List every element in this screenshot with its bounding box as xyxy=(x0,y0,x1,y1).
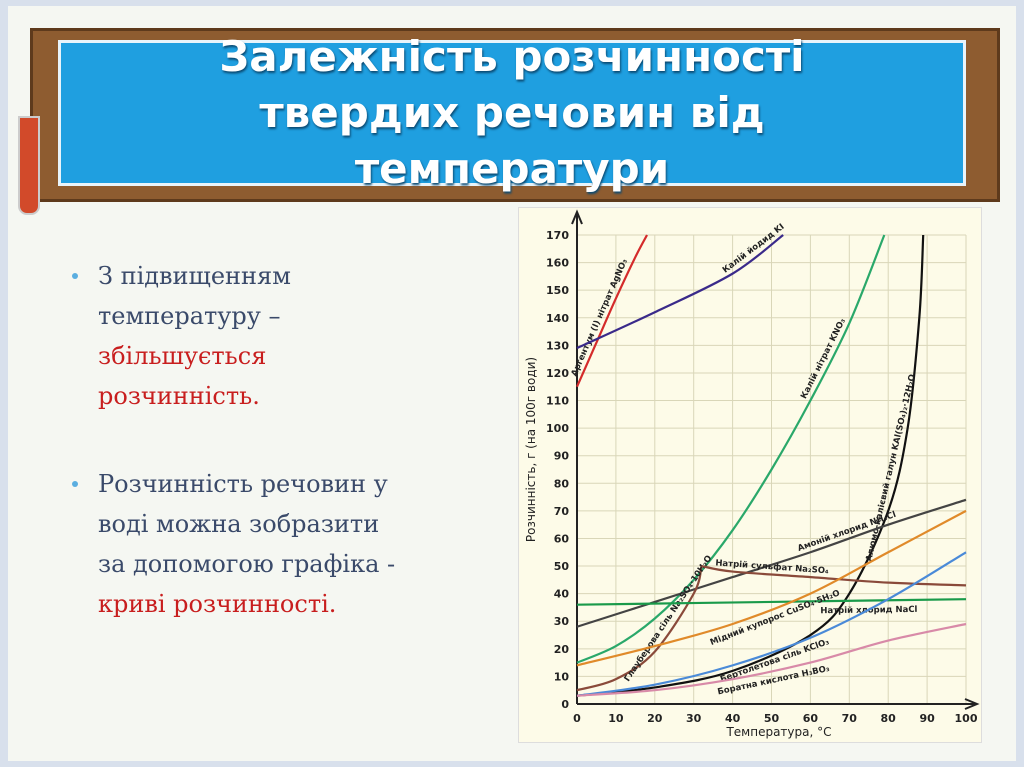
bullet: З підвищенням температуру – збільшується ро… xyxy=(68,256,488,416)
chart: 0102030405060708090100110120130140150160… xyxy=(524,209,980,739)
y-tick-label: 0 xyxy=(561,698,569,711)
title-box: Залежність розчинності твердих речовин в… xyxy=(58,32,966,193)
y-axis-label: Розчинність, г (на 100г води) xyxy=(524,357,538,542)
y-tick-label: 90 xyxy=(554,450,570,463)
curve-label: Калій нітрат KNO₃ xyxy=(798,316,848,401)
x-tick-label: 80 xyxy=(881,712,897,725)
solubility-curve xyxy=(576,234,925,697)
curve-label: Калій йодид KI xyxy=(720,221,786,275)
x-tick-label: 30 xyxy=(686,712,702,725)
y-tick-label: 130 xyxy=(546,339,569,352)
curve-label: Алюмо-калієвий галун KAl(SO₄)₂·12H₂O xyxy=(863,373,918,562)
x-tick-label: 90 xyxy=(919,712,935,725)
x-tick-label: 100 xyxy=(955,712,978,725)
y-tick-label: 120 xyxy=(546,367,569,380)
solubility-curve xyxy=(576,565,703,692)
bullet-line: Розчинність речовин у xyxy=(98,470,388,498)
y-tick-label: 100 xyxy=(546,422,569,435)
y-tick-label: 150 xyxy=(546,284,569,297)
x-axis-label: Температура, °С xyxy=(725,725,831,739)
y-tick-label: 50 xyxy=(554,560,570,573)
bullet-list: З підвищенням температуру – збільшується ро… xyxy=(68,256,488,672)
y-tick-label: 160 xyxy=(546,257,569,270)
y-tick-label: 60 xyxy=(554,532,570,545)
x-tick-label: 10 xyxy=(608,712,624,725)
solubility-curve xyxy=(576,622,967,697)
y-tick-label: 20 xyxy=(554,643,570,656)
bullet-line: воді можна зобразити xyxy=(98,510,380,538)
slide: Залежність розчинності твердих речовин в… xyxy=(8,6,1016,761)
x-tick-label: 50 xyxy=(764,712,780,725)
slide-title: Залежність розчинності твердих речовин в… xyxy=(219,32,805,193)
solubility-curve xyxy=(575,234,648,388)
bullet-emphasis: збільшується xyxy=(98,342,267,370)
y-tick-label: 80 xyxy=(554,477,570,490)
y-tick-label: 10 xyxy=(554,670,570,683)
y-tick-label: 40 xyxy=(554,588,570,601)
solubility-curve xyxy=(576,509,967,667)
solubility-curve xyxy=(576,551,967,697)
bullet-line: за допомогою графіка - xyxy=(98,550,396,578)
test-tube-icon xyxy=(18,116,40,215)
x-axis-arrow xyxy=(964,698,980,710)
solubility-curve xyxy=(576,598,967,606)
curve-label: Глауберова сіль Na₂SO₄·10H₂O xyxy=(622,553,715,684)
bullet-emphasis: криві розчинності. xyxy=(98,590,337,618)
y-tick-label: 110 xyxy=(546,395,569,408)
curve-label: Амоній хлорид NH₄Cl xyxy=(796,509,897,554)
y-axis-arrow xyxy=(571,209,583,225)
x-tick-label: 60 xyxy=(803,712,819,725)
bullet-line: температуру – xyxy=(98,302,281,330)
x-tick-label: 40 xyxy=(725,712,741,725)
chart-panel: 0 10 20 30 40 50 60 70 80 90 100 110 120 130 140 150 160… xyxy=(518,207,982,743)
bullet-emphasis: розчинність. xyxy=(98,382,260,410)
solubility-curve xyxy=(576,234,784,350)
x-tick-label: 70 xyxy=(842,712,858,725)
y-tick-label: 70 xyxy=(554,505,570,518)
y-tick-label: 170 xyxy=(546,229,569,242)
x-tick-label: 20 xyxy=(647,712,663,725)
bullet: Розчинність речовин у воді можна зобразит… xyxy=(68,464,488,624)
y-tick-label: 140 xyxy=(546,312,569,325)
solubility-curve xyxy=(576,234,886,664)
y-tick-label: 30 xyxy=(554,615,570,628)
bullet-line: З підвищенням xyxy=(98,262,291,290)
x-tick-label: 0 xyxy=(573,712,581,725)
